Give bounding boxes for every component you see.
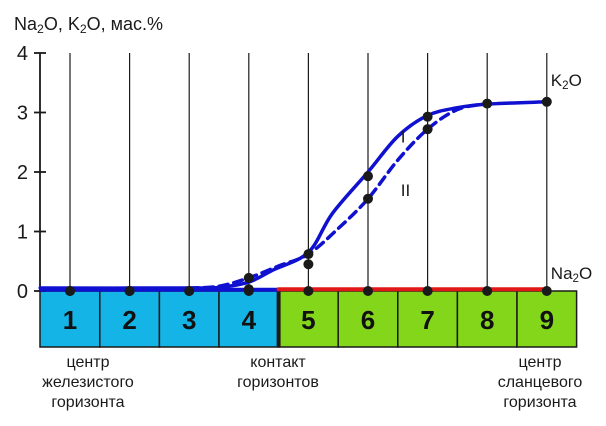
data-point [482, 286, 493, 296]
data-point [363, 286, 373, 296]
cell-number: 8 [480, 305, 494, 335]
series-line-k2o-ii [187, 101, 489, 290]
caption-line: центр [66, 354, 110, 371]
caption-iron-center: центр железистого горизонта [22, 353, 154, 413]
zone-cell [397, 290, 459, 348]
data-point [363, 193, 373, 204]
series-label: II [401, 181, 410, 200]
caption-line: горизонта [51, 394, 125, 411]
data-point [243, 272, 254, 283]
caption-line: горизонтов [237, 374, 319, 391]
data-point [482, 98, 493, 109]
cell-number: 5 [301, 305, 315, 335]
series-lines [38, 100, 549, 292]
zone-cells: 1 2 3 4 5 6 7 8 9 [39, 289, 578, 348]
zone-cell [99, 290, 161, 348]
y-tick-label: 1 [17, 222, 28, 244]
y-axis-title: Na2O, K2O, мас.% [14, 14, 163, 36]
data-point [363, 171, 373, 182]
data-point [541, 286, 552, 296]
data-point [243, 286, 254, 296]
cell-number: 3 [182, 305, 196, 335]
y-tick-label: 3 [17, 103, 28, 125]
data-point [422, 286, 433, 296]
caption-contact: контакт горизонтов [213, 353, 343, 393]
cell-number: 7 [420, 305, 434, 335]
cell-number: 9 [540, 305, 554, 335]
cell-number: 4 [242, 305, 257, 335]
series-end-label: Na2O [551, 264, 592, 285]
data-point [422, 111, 433, 122]
cell-number: 6 [361, 305, 375, 335]
data-point [303, 249, 314, 260]
series-end-label: K2O [551, 71, 582, 92]
data-point [124, 286, 135, 296]
caption-line: центр [518, 354, 562, 371]
data-point [303, 286, 314, 296]
y-tick-label: 4 [17, 43, 28, 65]
data-point [303, 259, 314, 270]
caption-shale-center: центр сланцевого горизонта [478, 353, 602, 413]
y-tick-label: 0 [17, 281, 28, 303]
zone-cell [337, 290, 399, 348]
data-points [65, 96, 552, 296]
y-axis: 0 1 2 3 4 [17, 43, 46, 303]
cell-number: 2 [122, 305, 136, 335]
caption-line: горизонта [503, 394, 577, 411]
zone-cell [516, 290, 578, 348]
cell-number: 1 [63, 305, 77, 335]
series-label: I [401, 127, 406, 146]
caption-line: сланцевого [497, 374, 583, 391]
data-point [422, 124, 433, 135]
data-point [541, 96, 552, 107]
zone-cell [456, 290, 518, 348]
data-point [65, 286, 75, 296]
y-tick-label: 2 [17, 162, 28, 184]
caption-line: контакт [250, 354, 306, 371]
data-point [184, 286, 195, 296]
caption-line: железистого [42, 374, 134, 391]
